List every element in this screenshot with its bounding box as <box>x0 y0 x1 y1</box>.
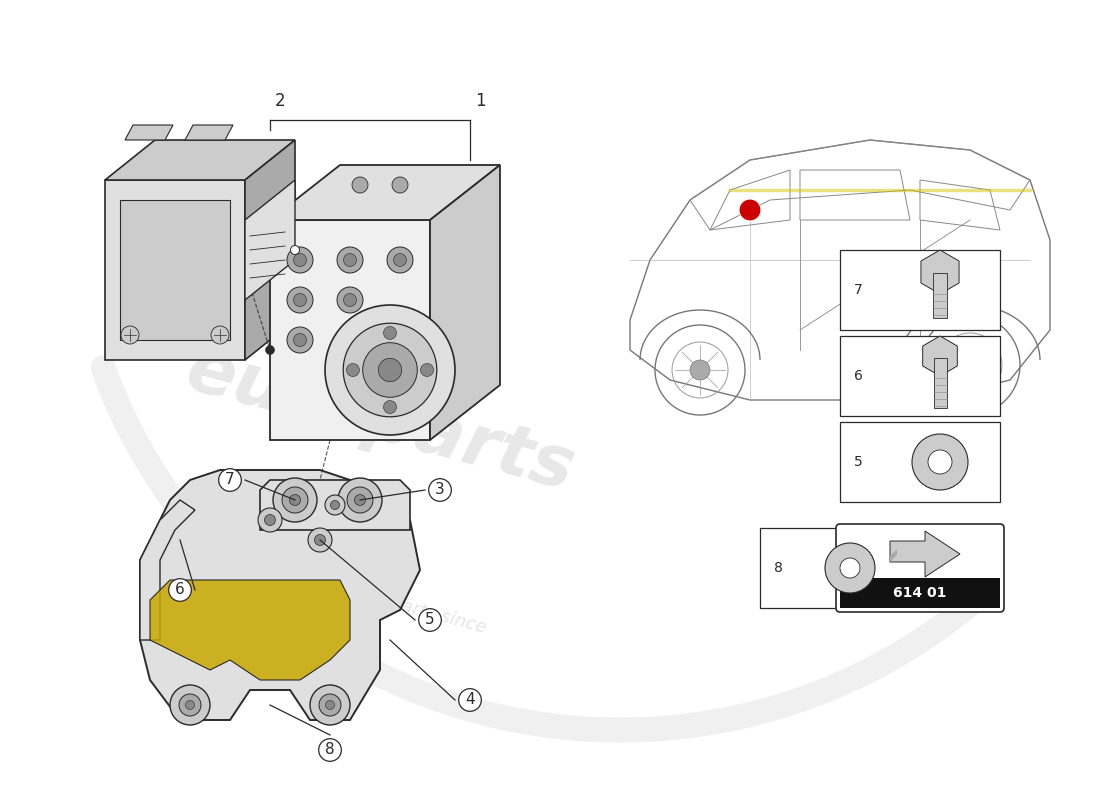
Circle shape <box>287 287 314 313</box>
Circle shape <box>121 326 139 344</box>
Text: 6: 6 <box>854 369 862 383</box>
Polygon shape <box>245 140 295 360</box>
Circle shape <box>825 543 874 593</box>
Bar <box>840 250 1000 330</box>
Circle shape <box>265 346 275 354</box>
Bar <box>840 578 1000 608</box>
Polygon shape <box>890 531 960 577</box>
Text: 7: 7 <box>226 473 234 487</box>
Polygon shape <box>185 125 233 140</box>
Circle shape <box>289 494 300 506</box>
Circle shape <box>186 701 195 710</box>
Circle shape <box>338 478 382 522</box>
Circle shape <box>346 363 360 377</box>
Circle shape <box>264 514 275 526</box>
Text: 3: 3 <box>436 482 444 498</box>
Polygon shape <box>125 125 173 140</box>
Polygon shape <box>150 580 350 680</box>
Text: 614 01: 614 01 <box>893 586 947 600</box>
Polygon shape <box>270 220 430 440</box>
Text: 5: 5 <box>854 455 862 469</box>
Circle shape <box>346 487 373 513</box>
Polygon shape <box>260 480 410 530</box>
Polygon shape <box>104 180 245 360</box>
Text: 6: 6 <box>175 582 185 598</box>
Circle shape <box>282 487 308 513</box>
Circle shape <box>343 294 356 306</box>
Circle shape <box>352 177 368 193</box>
Text: 8: 8 <box>326 742 334 758</box>
Circle shape <box>384 326 396 339</box>
Polygon shape <box>921 250 959 294</box>
Bar <box>760 528 900 608</box>
Bar <box>934 358 946 408</box>
Circle shape <box>324 495 345 515</box>
Circle shape <box>343 254 356 266</box>
Circle shape <box>294 254 307 266</box>
Circle shape <box>354 494 365 506</box>
Circle shape <box>378 358 402 382</box>
Circle shape <box>319 694 341 716</box>
Polygon shape <box>270 165 500 220</box>
Circle shape <box>308 528 332 552</box>
Text: a passion for parts since: a passion for parts since <box>272 563 488 637</box>
Circle shape <box>363 342 417 398</box>
Polygon shape <box>923 336 957 376</box>
Bar <box>840 422 1000 502</box>
Circle shape <box>337 287 363 313</box>
Text: 8: 8 <box>773 561 782 575</box>
Circle shape <box>287 247 314 273</box>
Circle shape <box>337 247 363 273</box>
Circle shape <box>290 246 299 254</box>
Circle shape <box>912 434 968 490</box>
Circle shape <box>294 334 307 346</box>
Circle shape <box>928 450 952 474</box>
Circle shape <box>420 363 433 377</box>
Polygon shape <box>890 549 896 562</box>
Circle shape <box>958 353 982 377</box>
Text: 2: 2 <box>275 92 286 110</box>
Circle shape <box>179 694 201 716</box>
Circle shape <box>690 360 710 380</box>
Circle shape <box>310 685 350 725</box>
Circle shape <box>392 177 408 193</box>
Polygon shape <box>140 470 420 720</box>
Circle shape <box>287 327 314 353</box>
Circle shape <box>324 305 455 435</box>
Circle shape <box>326 701 334 710</box>
Circle shape <box>343 323 437 417</box>
Polygon shape <box>140 500 195 640</box>
Circle shape <box>387 247 412 273</box>
Polygon shape <box>120 200 230 340</box>
Polygon shape <box>430 165 500 440</box>
Text: 7: 7 <box>854 283 862 297</box>
Text: europarts: europarts <box>178 335 582 505</box>
Polygon shape <box>104 140 295 180</box>
Bar <box>840 336 1000 416</box>
Text: 4: 4 <box>465 693 475 707</box>
Circle shape <box>330 501 340 510</box>
Circle shape <box>384 401 396 414</box>
Polygon shape <box>245 180 295 300</box>
Circle shape <box>394 254 407 266</box>
Text: 5: 5 <box>426 613 434 627</box>
Circle shape <box>170 685 210 725</box>
Circle shape <box>294 294 307 306</box>
Circle shape <box>258 508 282 532</box>
Circle shape <box>273 478 317 522</box>
Bar <box>933 273 947 318</box>
Circle shape <box>315 534 326 546</box>
Text: 1: 1 <box>475 92 485 110</box>
Circle shape <box>211 326 229 344</box>
Circle shape <box>739 199 761 221</box>
FancyBboxPatch shape <box>836 524 1004 612</box>
Circle shape <box>840 558 860 578</box>
